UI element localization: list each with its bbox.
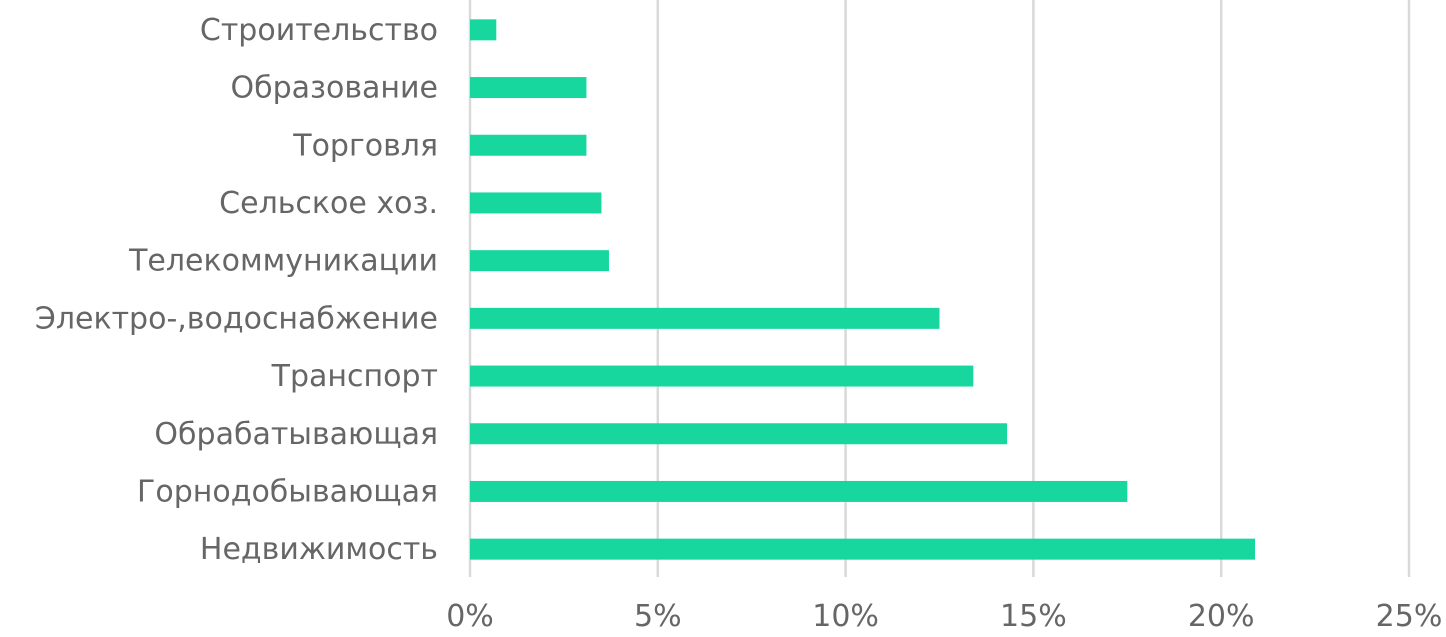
bar	[470, 538, 1256, 560]
bar	[470, 19, 497, 41]
x-tick-label: 20%	[1188, 599, 1255, 634]
category-label: Телекоммуникации	[128, 244, 438, 279]
x-tick-label: 15%	[1000, 599, 1067, 634]
category-label: Электро-,водоснабжение	[35, 301, 438, 336]
category-label: Обрабатывающая	[154, 417, 438, 452]
bar	[470, 192, 602, 214]
x-tick-label: 0%	[446, 599, 494, 634]
bar	[470, 307, 940, 329]
category-label: Сельское хоз.	[219, 186, 438, 221]
x-tick-label: 10%	[812, 599, 879, 634]
x-axis-tick-labels: 0% 5% 10% 15% 20% 25%	[446, 599, 1442, 634]
category-labels: Недвижимость Горнодобывающая Обрабатывающа…	[35, 13, 438, 567]
gridlines	[468, 0, 1411, 577]
bar	[470, 423, 1008, 445]
bar	[470, 365, 974, 387]
bars	[470, 19, 1256, 560]
x-tick-label: 25%	[1376, 599, 1443, 634]
category-label: Образование	[231, 71, 438, 106]
bar	[470, 134, 587, 156]
category-label: Транспорт	[271, 359, 438, 394]
category-label: Торговля	[292, 128, 438, 163]
bar	[470, 250, 609, 272]
category-label: Строительство	[200, 13, 438, 48]
category-label: Горнодобывающая	[137, 474, 438, 509]
bar	[470, 480, 1128, 502]
x-tick-label: 5%	[634, 599, 682, 634]
category-label: Недвижимость	[200, 532, 438, 567]
bar	[470, 77, 587, 99]
